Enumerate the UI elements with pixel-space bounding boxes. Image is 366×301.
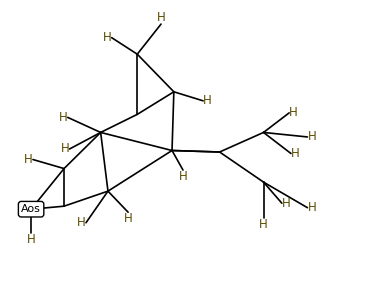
Text: H: H xyxy=(157,11,165,24)
Text: Aos: Aos xyxy=(21,204,41,214)
Text: H: H xyxy=(203,94,212,107)
Text: H: H xyxy=(291,147,300,160)
Text: H: H xyxy=(307,130,316,144)
Text: H: H xyxy=(24,153,33,166)
Text: H: H xyxy=(179,170,187,183)
Text: H: H xyxy=(307,201,316,214)
Text: H: H xyxy=(282,197,291,210)
Text: H: H xyxy=(124,212,132,225)
Text: H: H xyxy=(61,142,70,156)
Text: H: H xyxy=(59,111,68,124)
Text: H: H xyxy=(259,218,268,231)
Text: H: H xyxy=(77,216,86,229)
Text: H: H xyxy=(27,233,36,246)
Text: H: H xyxy=(289,106,298,119)
Text: H: H xyxy=(103,31,112,44)
